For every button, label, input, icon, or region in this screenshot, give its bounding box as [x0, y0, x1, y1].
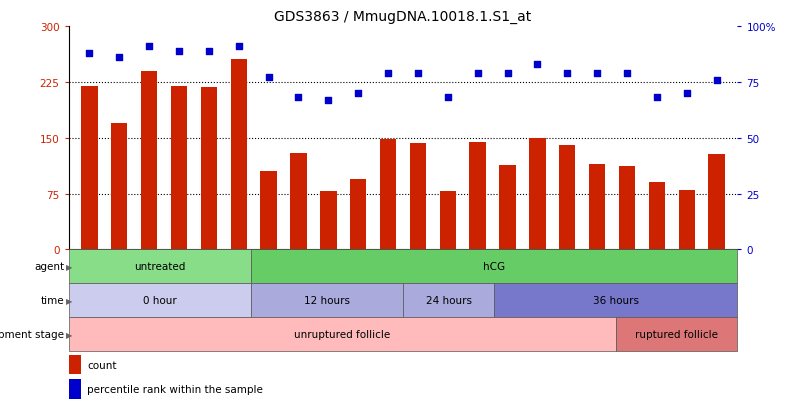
Text: percentile rank within the sample: percentile rank within the sample: [87, 384, 263, 394]
Bar: [81, 86, 98, 250]
Point: [351, 90, 364, 97]
Bar: [499, 166, 516, 250]
Point: [710, 77, 723, 84]
Text: ruptured follicle: ruptured follicle: [635, 330, 718, 339]
Bar: [380, 140, 397, 250]
Bar: [251, 284, 403, 318]
Text: 12 hours: 12 hours: [304, 296, 350, 306]
Point: [292, 95, 305, 102]
Bar: [69, 318, 616, 351]
Point: [591, 70, 604, 77]
Point: [412, 70, 425, 77]
Bar: [171, 86, 187, 250]
Text: development stage: development stage: [0, 330, 64, 339]
Bar: [231, 60, 247, 250]
Text: agent: agent: [35, 262, 64, 272]
Bar: [439, 192, 456, 250]
Point: [472, 70, 484, 77]
Bar: [409, 144, 426, 250]
Point: [561, 70, 574, 77]
Text: count: count: [87, 360, 117, 370]
Bar: [69, 250, 251, 284]
Text: untreated: untreated: [134, 262, 185, 272]
Bar: [530, 138, 546, 250]
Text: hCG: hCG: [483, 262, 505, 272]
Text: GDS3863 / MmugDNA.10018.1.S1_at: GDS3863 / MmugDNA.10018.1.S1_at: [274, 10, 532, 24]
Bar: [69, 355, 81, 375]
Text: ▶: ▶: [66, 330, 73, 339]
Text: time: time: [41, 296, 64, 306]
Bar: [616, 318, 737, 351]
Bar: [469, 143, 486, 250]
Bar: [320, 192, 337, 250]
Point: [442, 95, 455, 102]
Point: [680, 90, 693, 97]
Bar: [350, 179, 367, 250]
Point: [650, 95, 663, 102]
Bar: [403, 284, 494, 318]
Bar: [708, 155, 725, 250]
Bar: [619, 166, 635, 250]
Bar: [494, 284, 737, 318]
Point: [531, 62, 544, 68]
Text: 24 hours: 24 hours: [426, 296, 472, 306]
Text: unruptured follicle: unruptured follicle: [294, 330, 390, 339]
Point: [621, 70, 634, 77]
Bar: [589, 164, 605, 250]
Bar: [111, 123, 127, 250]
Bar: [559, 146, 575, 250]
Bar: [69, 284, 251, 318]
Bar: [260, 172, 276, 250]
Point: [262, 75, 275, 81]
Text: ▶: ▶: [66, 262, 73, 271]
Bar: [69, 380, 81, 399]
Point: [172, 48, 185, 55]
Point: [143, 44, 156, 50]
Text: 36 hours: 36 hours: [593, 296, 639, 306]
Bar: [251, 250, 737, 284]
Bar: [201, 88, 217, 250]
Bar: [290, 153, 307, 250]
Bar: [141, 71, 157, 250]
Point: [501, 70, 514, 77]
Point: [232, 44, 245, 50]
Point: [381, 70, 394, 77]
Text: ▶: ▶: [66, 296, 73, 305]
Point: [202, 48, 215, 55]
Point: [83, 50, 96, 57]
Bar: [649, 183, 665, 250]
Bar: [679, 190, 695, 250]
Point: [113, 55, 126, 62]
Text: 0 hour: 0 hour: [143, 296, 177, 306]
Point: [322, 97, 334, 104]
